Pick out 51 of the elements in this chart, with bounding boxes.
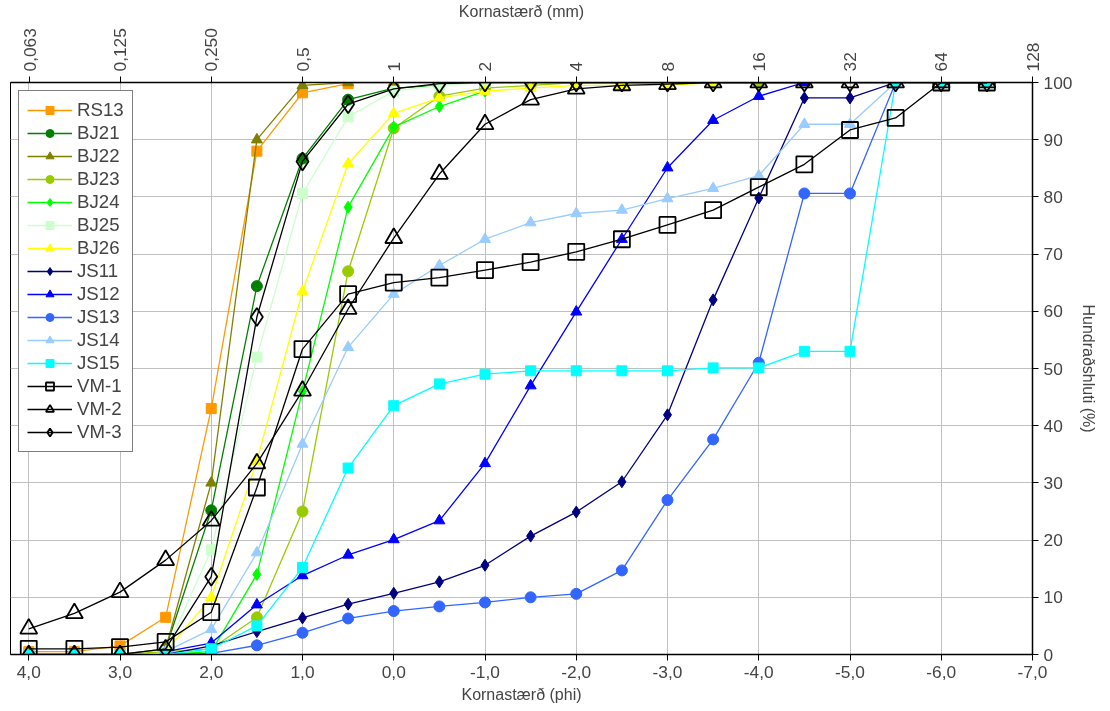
y-tick-label: 80: [1043, 186, 1063, 207]
x-tick-label: -1,0: [470, 661, 500, 682]
x2-tick-label: 2: [475, 61, 496, 72]
x2-tick-label: 16: [748, 52, 769, 72]
legend-label: BJ23: [77, 168, 120, 190]
x-tick-label: 1,0: [290, 661, 315, 682]
x-axis-title: Kornastærð (phi): [461, 685, 582, 703]
x-tick-label: -3,0: [652, 661, 683, 682]
y-tick-label: 40: [1043, 415, 1063, 436]
legend-label: BJ26: [77, 237, 120, 259]
x-tick-label: 3,0: [107, 661, 133, 682]
x-tick-label: -6,0: [926, 661, 957, 682]
legend-label: BJ21: [77, 122, 120, 144]
legend-label: BJ22: [77, 145, 120, 167]
x2-tick-label: 64: [931, 51, 952, 72]
y-tick-label: 20: [1043, 530, 1063, 551]
legend-label: JS15: [77, 352, 120, 374]
x2-tick-label: 128: [1022, 42, 1043, 72]
x2-tick-label: 1: [383, 61, 404, 72]
x2-tick-label: 0,5: [292, 47, 313, 72]
x-tick-label: -4,0: [743, 661, 774, 682]
y-tick-label: 100: [1043, 72, 1073, 93]
y-tick-label: 90: [1043, 129, 1063, 150]
legend-label: BJ24: [77, 191, 120, 213]
x-tick-label: 2,0: [199, 661, 224, 682]
legend-label: RS13: [77, 99, 124, 121]
x2-tick-label: 0,250: [201, 28, 222, 72]
x-tick-label: 0,0: [381, 661, 406, 682]
x-tick-label: -2,0: [561, 661, 592, 682]
legend-label: VM-3: [77, 421, 122, 443]
y-tick-label: 10: [1043, 587, 1063, 608]
x2-tick-label: 8: [657, 61, 678, 72]
legend-label: JS11: [77, 260, 119, 282]
y-tick-label: 50: [1043, 358, 1063, 379]
x2-tick-label: 32: [840, 52, 860, 72]
x-tick-label: 4,0: [16, 661, 41, 682]
legend-label: JS13: [77, 306, 120, 328]
legend-label: JS12: [77, 283, 120, 305]
x2-tick-label: 0,063: [19, 28, 40, 72]
y-axis-title: Hundraðshluti (%): [1080, 304, 1098, 433]
legend-label: JS14: [77, 329, 120, 351]
y-tick-label: 30: [1043, 472, 1063, 493]
legend-label: VM-2: [77, 398, 122, 420]
legend-label: BJ25: [77, 214, 120, 236]
x2-axis-title: Kornastærð (mm): [458, 3, 585, 21]
legend-label: VM-1: [77, 375, 122, 397]
x-tick-label: -5,0: [835, 661, 865, 682]
y-tick-label: 70: [1043, 244, 1063, 265]
y-tick-label: 60: [1043, 301, 1063, 322]
x2-tick-label: 4: [566, 61, 587, 72]
x2-tick-label: 0,125: [110, 28, 131, 72]
